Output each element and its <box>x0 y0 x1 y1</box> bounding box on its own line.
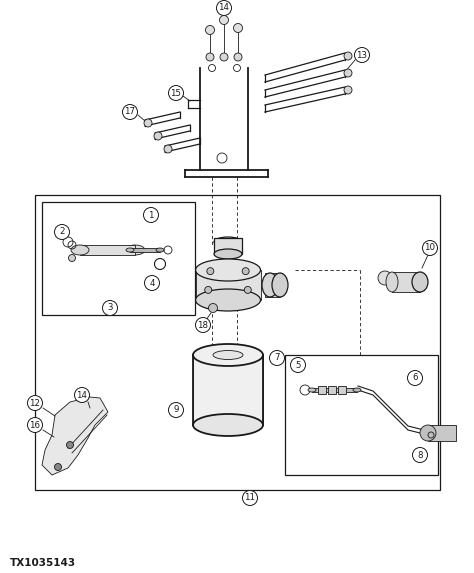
Ellipse shape <box>178 273 194 297</box>
Bar <box>80 245 135 255</box>
Text: 9: 9 <box>173 406 179 414</box>
Text: TX1035143: TX1035143 <box>10 558 76 568</box>
Bar <box>214 238 242 254</box>
Text: 14: 14 <box>76 391 88 399</box>
Bar <box>428 425 456 441</box>
Text: 3: 3 <box>107 304 113 312</box>
Polygon shape <box>42 397 108 475</box>
Circle shape <box>122 104 137 120</box>
Circle shape <box>144 207 158 222</box>
Ellipse shape <box>412 272 428 292</box>
Text: 12: 12 <box>29 398 40 407</box>
Ellipse shape <box>195 259 261 281</box>
Circle shape <box>66 442 73 449</box>
Bar <box>318 386 326 394</box>
Circle shape <box>209 304 218 312</box>
Ellipse shape <box>156 248 164 252</box>
Ellipse shape <box>71 245 89 255</box>
Ellipse shape <box>193 344 263 366</box>
Ellipse shape <box>420 425 436 441</box>
Circle shape <box>205 286 212 293</box>
Circle shape <box>217 1 231 15</box>
Circle shape <box>145 276 159 291</box>
Text: 1: 1 <box>148 210 154 219</box>
Ellipse shape <box>214 237 242 247</box>
Text: 5: 5 <box>295 360 301 370</box>
Bar <box>35 195 440 490</box>
Circle shape <box>344 69 352 77</box>
Text: 7: 7 <box>274 354 280 363</box>
Circle shape <box>74 387 90 402</box>
Bar <box>130 248 160 252</box>
Circle shape <box>55 464 62 470</box>
Circle shape <box>220 53 228 61</box>
Ellipse shape <box>193 414 263 436</box>
Ellipse shape <box>262 273 278 297</box>
Bar <box>176 273 191 297</box>
Ellipse shape <box>386 272 398 292</box>
Circle shape <box>243 490 257 505</box>
Bar <box>285 355 438 475</box>
Text: 11: 11 <box>245 493 255 503</box>
Circle shape <box>242 268 249 274</box>
Circle shape <box>164 145 172 153</box>
Text: 4: 4 <box>149 278 155 288</box>
Circle shape <box>154 132 162 140</box>
Circle shape <box>102 300 118 316</box>
Ellipse shape <box>272 273 288 297</box>
Ellipse shape <box>125 245 145 255</box>
Text: 14: 14 <box>219 3 229 13</box>
Bar <box>392 272 420 292</box>
Circle shape <box>244 286 251 293</box>
Ellipse shape <box>353 388 361 392</box>
Circle shape <box>168 402 183 418</box>
Ellipse shape <box>126 248 134 252</box>
Ellipse shape <box>214 249 242 259</box>
Bar <box>193 355 263 425</box>
Circle shape <box>234 53 242 61</box>
Ellipse shape <box>213 351 243 359</box>
Circle shape <box>206 26 215 34</box>
Text: 10: 10 <box>425 244 436 253</box>
Text: 16: 16 <box>29 421 40 430</box>
Bar <box>328 386 336 394</box>
Text: 8: 8 <box>417 450 423 460</box>
Circle shape <box>207 268 214 274</box>
Text: 15: 15 <box>171 88 182 97</box>
Bar <box>338 386 346 394</box>
Circle shape <box>355 48 370 62</box>
Circle shape <box>234 23 243 33</box>
Circle shape <box>27 418 43 433</box>
Circle shape <box>344 86 352 94</box>
Circle shape <box>291 358 306 372</box>
Bar <box>312 388 357 392</box>
Circle shape <box>408 371 422 386</box>
Circle shape <box>69 254 75 261</box>
Circle shape <box>27 395 43 410</box>
Text: 13: 13 <box>356 50 367 60</box>
Ellipse shape <box>195 289 261 311</box>
Ellipse shape <box>168 273 184 297</box>
Text: 18: 18 <box>198 320 209 329</box>
Circle shape <box>412 448 428 462</box>
Circle shape <box>144 119 152 127</box>
Ellipse shape <box>308 388 316 392</box>
Text: 2: 2 <box>59 227 65 237</box>
Text: 6: 6 <box>412 374 418 383</box>
Circle shape <box>195 317 210 332</box>
Circle shape <box>270 351 284 366</box>
Circle shape <box>378 271 392 285</box>
Circle shape <box>168 85 183 100</box>
Circle shape <box>55 225 70 240</box>
Circle shape <box>219 15 228 25</box>
Circle shape <box>422 241 438 256</box>
Circle shape <box>206 53 214 61</box>
Circle shape <box>344 52 352 60</box>
Bar <box>265 273 280 297</box>
Bar <box>42 202 195 315</box>
Bar <box>196 270 261 300</box>
Text: 17: 17 <box>125 108 136 116</box>
